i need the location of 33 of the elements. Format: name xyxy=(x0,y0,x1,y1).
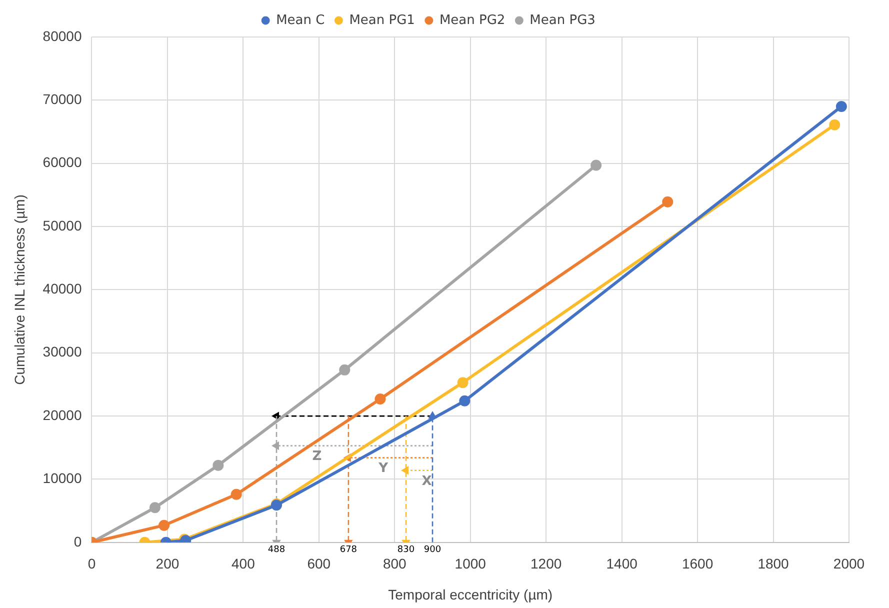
annotation: 488 xyxy=(268,545,286,556)
y-tick-label: 80000 xyxy=(42,28,82,44)
y-tick-label: 30000 xyxy=(42,344,82,360)
legend-label: Mean PG2 xyxy=(439,12,506,28)
legend-label: Mean PG1 xyxy=(349,12,415,28)
annotation: 830 xyxy=(397,545,415,556)
y-tick-label: 40000 xyxy=(42,280,82,297)
y-tick-label: 70000 xyxy=(42,91,82,108)
annotation: Z xyxy=(312,449,322,464)
annotation: X xyxy=(422,474,432,489)
x-tick-label: 1200 xyxy=(530,556,562,572)
x-tick-label: 1000 xyxy=(454,556,486,572)
y-tick-label: 50000 xyxy=(42,217,82,234)
annotation: 678 xyxy=(340,545,358,556)
legend-label: Mean C xyxy=(276,12,325,28)
x-tick-label: 600 xyxy=(307,556,331,572)
x-tick-label: 1400 xyxy=(606,556,638,572)
x-tick-label: 1800 xyxy=(758,556,790,572)
y-tick-label: 10000 xyxy=(42,470,82,486)
x-tick-label: 0 xyxy=(88,556,96,572)
x-tick-label: 1600 xyxy=(682,556,714,572)
y-tick-label: 0 xyxy=(74,533,82,550)
annotation: 900 xyxy=(424,545,442,556)
x-tick-label: 200 xyxy=(156,556,180,572)
x-axis-title: Temporal eccentricity (µm) xyxy=(388,586,553,602)
legend-label: Mean PG3 xyxy=(530,12,596,28)
x-tick-label: 400 xyxy=(232,556,256,572)
y-tick-label: 20000 xyxy=(42,406,82,423)
x-tick-label: 800 xyxy=(382,556,407,572)
y-tick-label: 60000 xyxy=(42,154,82,170)
y-axis-title: Cumulative INL thickness (µm) xyxy=(11,194,28,385)
x-tick-label: 2000 xyxy=(833,556,865,572)
annotation: Y xyxy=(378,461,389,476)
